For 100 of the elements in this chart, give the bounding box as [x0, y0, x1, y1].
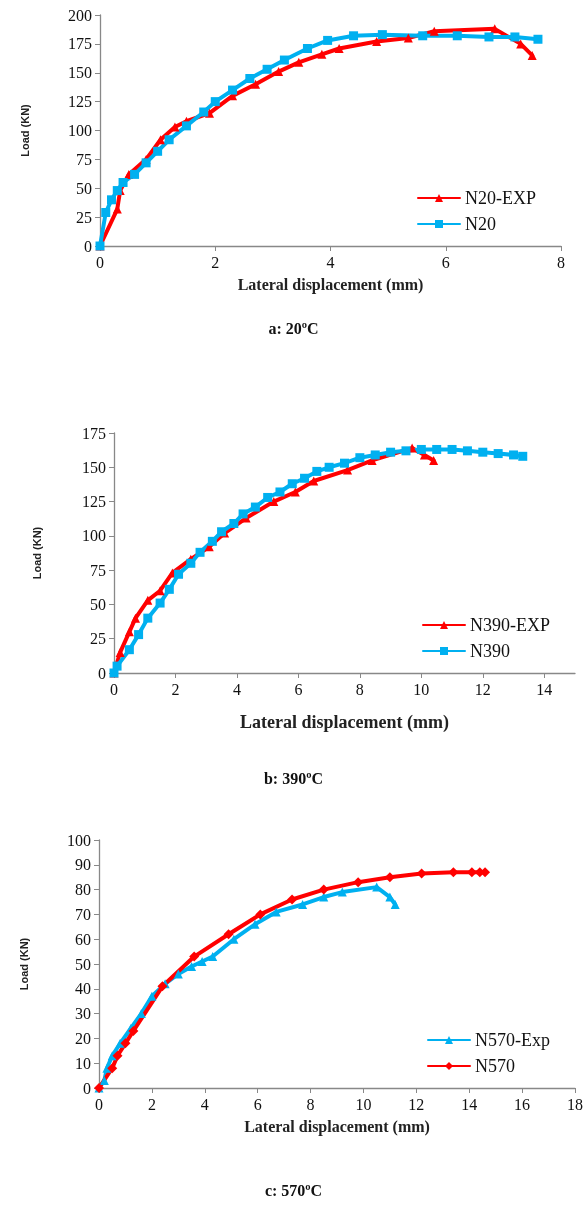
point: [509, 450, 519, 460]
point: [101, 208, 111, 218]
point: [334, 43, 344, 53]
x-tick-label: 2: [211, 253, 220, 271]
y-tick-label: 50: [75, 955, 91, 973]
y-tick-label: 25: [76, 208, 92, 226]
point: [115, 647, 125, 657]
point: [275, 487, 285, 497]
point: [478, 447, 488, 457]
x-tick-label: 8: [557, 253, 565, 271]
point: [143, 613, 153, 623]
point: [112, 661, 122, 671]
y-tick-label: 175: [82, 424, 106, 442]
point: [99, 1076, 109, 1086]
point: [432, 444, 442, 454]
point: [377, 30, 387, 40]
y-tick-label: 80: [75, 881, 91, 899]
point: [255, 909, 266, 920]
y-tick-label: 75: [90, 561, 106, 579]
point: [416, 444, 426, 454]
point: [527, 50, 537, 60]
point: [107, 1063, 118, 1074]
y-tick-label: 0: [83, 1079, 91, 1097]
point: [228, 85, 238, 95]
y-tick-label: 0: [98, 664, 106, 682]
x-tick-label: 18: [567, 1095, 583, 1113]
point: [493, 449, 503, 459]
x-tick-label: 16: [514, 1095, 531, 1113]
y-tick-label: 25: [90, 630, 106, 648]
point: [318, 884, 329, 895]
point: [207, 536, 217, 546]
x-tick-label: 14: [536, 680, 553, 698]
point: [312, 466, 322, 476]
point: [340, 458, 349, 468]
y-tick-label: 50: [76, 179, 92, 197]
point: [518, 451, 528, 461]
x-axis-title: Lateral displacement (mm): [244, 1117, 430, 1136]
x-tick-label: 4: [326, 253, 335, 271]
y-tick-label: 175: [68, 35, 92, 53]
point: [317, 49, 327, 59]
x-tick-label: 6: [253, 1095, 262, 1113]
point: [403, 33, 413, 43]
point: [323, 35, 333, 45]
point: [452, 31, 462, 41]
x-tick-label: 8: [355, 680, 364, 698]
point: [181, 121, 191, 131]
y-axis-title: Load (KN): [17, 937, 30, 991]
point: [294, 57, 304, 67]
point: [510, 32, 520, 42]
legend-label: N390-EXP: [470, 615, 550, 635]
point: [102, 1063, 112, 1073]
point: [199, 107, 209, 117]
legend-label: N570-Exp: [475, 1030, 551, 1050]
point: [262, 64, 272, 74]
point: [324, 462, 334, 472]
point: [238, 509, 248, 519]
x-tick-label: 10: [413, 680, 430, 698]
y-tick-label: 40: [75, 980, 91, 998]
point: [197, 957, 207, 967]
point: [447, 444, 457, 454]
y-tick-label: 70: [75, 905, 91, 923]
point: [120, 1038, 131, 1049]
y-axis-title: Load (KN): [30, 526, 43, 580]
point: [131, 613, 141, 623]
point: [156, 135, 166, 145]
point: [302, 43, 312, 53]
point: [187, 961, 197, 971]
point: [118, 177, 128, 187]
point: [533, 34, 543, 44]
point: [229, 519, 239, 529]
point: [143, 595, 153, 605]
point: [174, 569, 184, 579]
legend-label: N390: [470, 641, 510, 661]
point: [429, 26, 439, 36]
x-tick-label: 10: [355, 1095, 372, 1113]
legend-label: N570: [475, 1056, 516, 1076]
x-tick-label: 12: [474, 680, 491, 698]
point: [141, 158, 151, 168]
x-tick-label: 0: [110, 680, 118, 698]
point: [287, 894, 298, 905]
point: [319, 892, 329, 902]
legend-label: N20: [465, 214, 496, 234]
y-tick-label: 90: [75, 856, 91, 874]
point: [153, 146, 163, 156]
legend-label: N20-EXP: [465, 188, 536, 208]
x-tick-label: 2: [147, 1095, 156, 1113]
y-axis-title: Load (KN): [18, 103, 31, 157]
point: [418, 31, 428, 41]
y-tick-label: 100: [82, 527, 106, 545]
point: [309, 476, 319, 486]
point: [107, 195, 117, 205]
y-tick-label: 75: [76, 150, 92, 168]
point: [147, 991, 157, 1001]
point: [462, 446, 472, 456]
x-tick-label: 6: [441, 253, 450, 271]
point: [401, 446, 411, 456]
point: [274, 67, 284, 77]
point: [390, 899, 400, 909]
point: [208, 952, 218, 962]
point: [263, 492, 273, 502]
